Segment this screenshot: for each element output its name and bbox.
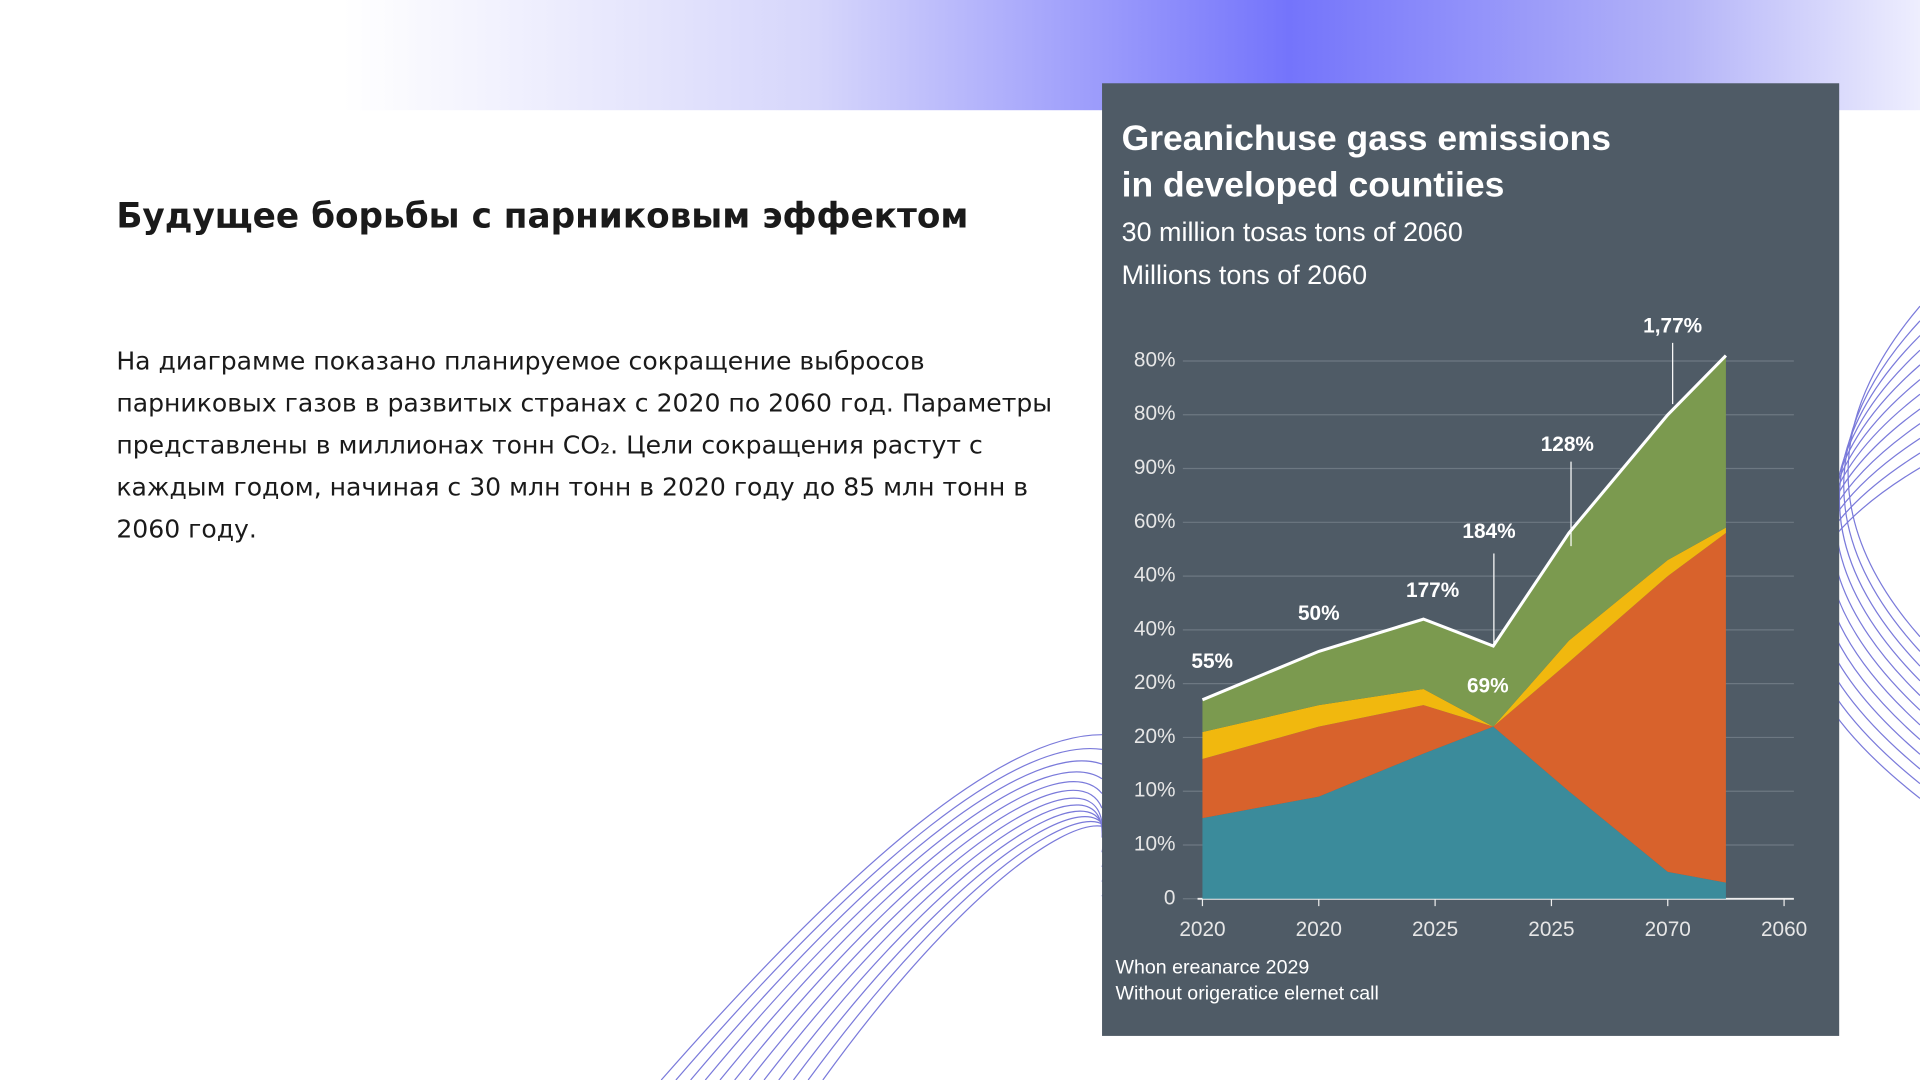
annotation: 177% [1406,579,1459,602]
chart-title: in developed countiies [1122,165,1505,205]
x-tick-label: 2060 [1761,918,1807,941]
y-tick-label: 80% [1134,348,1176,371]
deco-curve [1834,349,1920,682]
y-tick-label: 10% [1134,832,1176,855]
paragraph: На диаграмме показано планируемое сокращ… [116,346,1052,543]
paragraph-line: парниковых газов в развитых странах с 20… [116,388,1052,417]
deco-curve [1830,364,1920,696]
chart-title: Greanichuse gass emissions [1122,118,1611,158]
chart-subtitle: 30 million tosas tons of 2060 [1122,217,1463,247]
y-tick-label: 20% [1134,725,1176,748]
deco-curve [748,797,1103,1080]
area [1202,533,1726,883]
y-tick-label: 80% [1134,402,1176,425]
y-tick-label: 40% [1134,564,1176,587]
deco-curve [690,760,1103,1080]
deco-curve [763,804,1103,1080]
y-tick-label: 0 [1164,886,1176,909]
paragraph-line: представлены в миллионах тонн CO₂. Цели … [116,430,982,459]
paragraph-line: каждым годом, начиная с 30 млн тонн в 20… [116,472,1028,501]
deco-curve [1838,335,1920,667]
chart: Greanichuse gass emissions in developed c… [1116,118,1808,1004]
deco-curve [778,810,1105,1080]
deco-curve [719,781,1103,1080]
deco-curve [675,747,1103,1080]
deco-curve [660,734,1103,1080]
annotation: 50% [1298,602,1340,625]
paragraph-line: На диаграмме показано планируемое сокращ… [116,346,924,375]
annotation: 184% [1462,520,1515,543]
deco-curve [807,821,1113,1080]
annotation: 55% [1191,650,1233,673]
deco-curve [1825,379,1920,711]
area [1202,355,1726,733]
deco-curve [792,816,1108,1080]
paragraph-line: 2060 году. [116,514,257,543]
y-tick-label: 90% [1134,456,1176,479]
y-tick-label: 10% [1134,779,1176,802]
annotation: 69% [1467,674,1509,697]
area [1202,527,1726,759]
y-tick-label: 40% [1134,617,1176,640]
deco-curve [1847,305,1920,638]
y-tick-label: 60% [1134,510,1176,533]
x-tick-label: 2020 [1296,918,1342,941]
deco-curve [1843,320,1920,652]
annotation: 1,77% [1643,314,1702,337]
x-tick-label: 2025 [1412,918,1458,941]
heading: Будущее борьбы с парниковым эффектом [116,196,968,236]
x-tick-label: 2070 [1645,918,1691,941]
x-tick-label: 2025 [1528,918,1574,941]
chart-subtitle: Millions tons of 2060 [1122,260,1367,290]
top-edge [1201,354,1728,702]
chart-footnote: Without origeratice elernet call [1116,982,1379,1004]
area [1202,726,1726,899]
annotation: 128% [1541,433,1594,456]
chart-footnote: Whon ereanarce 2029 [1116,957,1310,979]
deco-curve [734,789,1103,1080]
deco-curve [704,771,1103,1080]
y-tick-label: 20% [1134,671,1176,694]
x-tick-label: 2020 [1179,918,1225,941]
deco-curve [822,825,1118,1080]
